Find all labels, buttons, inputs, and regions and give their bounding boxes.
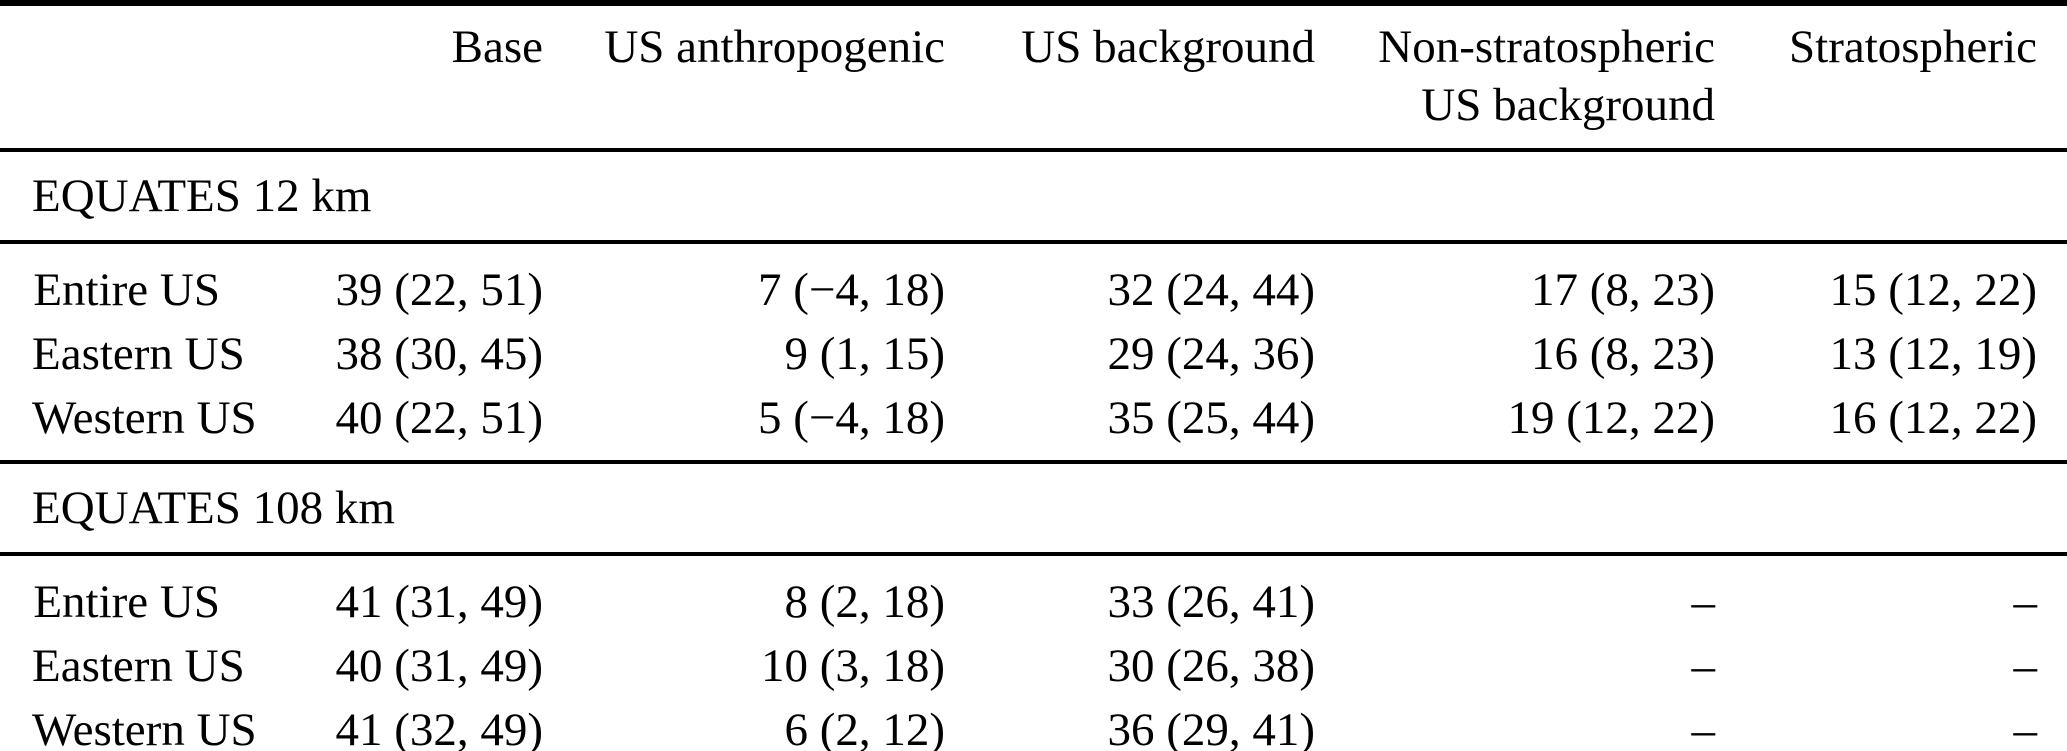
row-label: Western US (32, 704, 257, 751)
section-equates-108km: EQUATES 108 km Entire US 41 (31, 49) 8 (… (0, 462, 2067, 751)
row-label: Eastern US (32, 328, 245, 380)
cell-us-anthropogenic: 6 (2, 12) (784, 704, 945, 751)
cell-non-stratospheric-us-background: – (1691, 640, 1716, 692)
column-title-line2: US background (1421, 79, 1715, 131)
cell-non-stratospheric-us-background: – (1691, 704, 1716, 751)
cell-us-background: 33 (26, 41) (1107, 576, 1315, 628)
cell-base: 39 (22, 51) (335, 264, 543, 316)
header-row: Base US anthropogenic US background Non-… (0, 3, 2067, 150)
cell-us-anthropogenic: 7 (−4, 18) (757, 264, 945, 316)
cell-base: 40 (31, 49) (335, 640, 543, 692)
cell-us-anthropogenic: 8 (2, 18) (784, 576, 945, 628)
cell-stratospheric: 16 (12, 22) (1829, 392, 2037, 444)
cell-non-stratospheric-us-background: 17 (8, 23) (1530, 264, 1715, 316)
cell-us-background: 36 (29, 41) (1107, 704, 1315, 751)
cell-stratospheric: – (2013, 704, 2038, 751)
row-label: Eastern US (32, 640, 245, 692)
column-title: US anthropogenic (604, 21, 945, 73)
cell-base: 40 (22, 51) (335, 392, 543, 444)
row-label: Entire US (33, 576, 220, 628)
header-cell-stratospheric: Stratospheric (1715, 3, 2067, 150)
header-cell-empty (0, 3, 220, 150)
cell-non-stratospheric-us-background: 16 (8, 23) (1530, 328, 1715, 380)
section-title: EQUATES 108 km (32, 482, 395, 534)
table-row: Western US 41 (32, 49) 6 (2, 12) 36 (29,… (0, 698, 2067, 751)
header-cell-us-background: US background (945, 3, 1315, 150)
cell-stratospheric: – (2013, 576, 2038, 628)
section-title-row: EQUATES 12 km (0, 150, 2067, 242)
header-cell-us-anthropogenic: US anthropogenic (543, 3, 945, 150)
cell-base: 41 (32, 49) (335, 704, 543, 751)
section-equates-12km: EQUATES 12 km Entire US 39 (22, 51) 7 (−… (0, 150, 2067, 462)
cell-us-background: 29 (24, 36) (1107, 328, 1315, 380)
header-cell-non-stratospheric-us-background: Non-stratospheric US background (1315, 3, 1715, 150)
cell-us-background: 35 (25, 44) (1107, 392, 1315, 444)
row-label: Entire US (33, 264, 220, 316)
cell-us-anthropogenic: 5 (−4, 18) (757, 392, 945, 444)
cell-base: 41 (31, 49) (335, 576, 543, 628)
cell-us-background: 30 (26, 38) (1107, 640, 1315, 692)
table-row: Western US 40 (22, 51) 5 (−4, 18) 35 (25… (0, 386, 2067, 462)
cell-base: 38 (30, 45) (335, 328, 543, 380)
column-title: US background (1021, 21, 1315, 73)
cell-us-anthropogenic: 9 (1, 15) (784, 328, 945, 380)
cell-stratospheric: 13 (12, 19) (1829, 328, 2037, 380)
cell-stratospheric: – (2013, 640, 2038, 692)
column-title-line1: Non-stratospheric (1378, 21, 1715, 73)
table-row: Eastern US 38 (30, 45) 9 (1, 15) 29 (24,… (0, 322, 2067, 386)
table-row: Entire US 41 (31, 49) 8 (2, 18) 33 (26, … (0, 554, 2067, 634)
cell-stratospheric: 15 (12, 22) (1829, 264, 2037, 316)
section-title-row: EQUATES 108 km (0, 462, 2067, 554)
header-cell-base: Base (220, 3, 543, 150)
table-header: Base US anthropogenic US background Non-… (0, 3, 2067, 150)
cell-us-anthropogenic: 10 (3, 18) (760, 640, 945, 692)
cell-us-background: 32 (24, 44) (1107, 264, 1315, 316)
cell-non-stratospheric-us-background: 19 (12, 22) (1507, 392, 1715, 444)
column-title: Stratospheric (1789, 21, 2037, 73)
cell-non-stratospheric-us-background: – (1691, 576, 1716, 628)
section-title: EQUATES 12 km (32, 170, 372, 222)
row-label: Western US (32, 392, 257, 444)
table-row: Entire US 39 (22, 51) 7 (−4, 18) 32 (24,… (0, 242, 2067, 322)
column-title: Base (451, 21, 543, 73)
table-row: Eastern US 40 (31, 49) 10 (3, 18) 30 (26… (0, 634, 2067, 698)
